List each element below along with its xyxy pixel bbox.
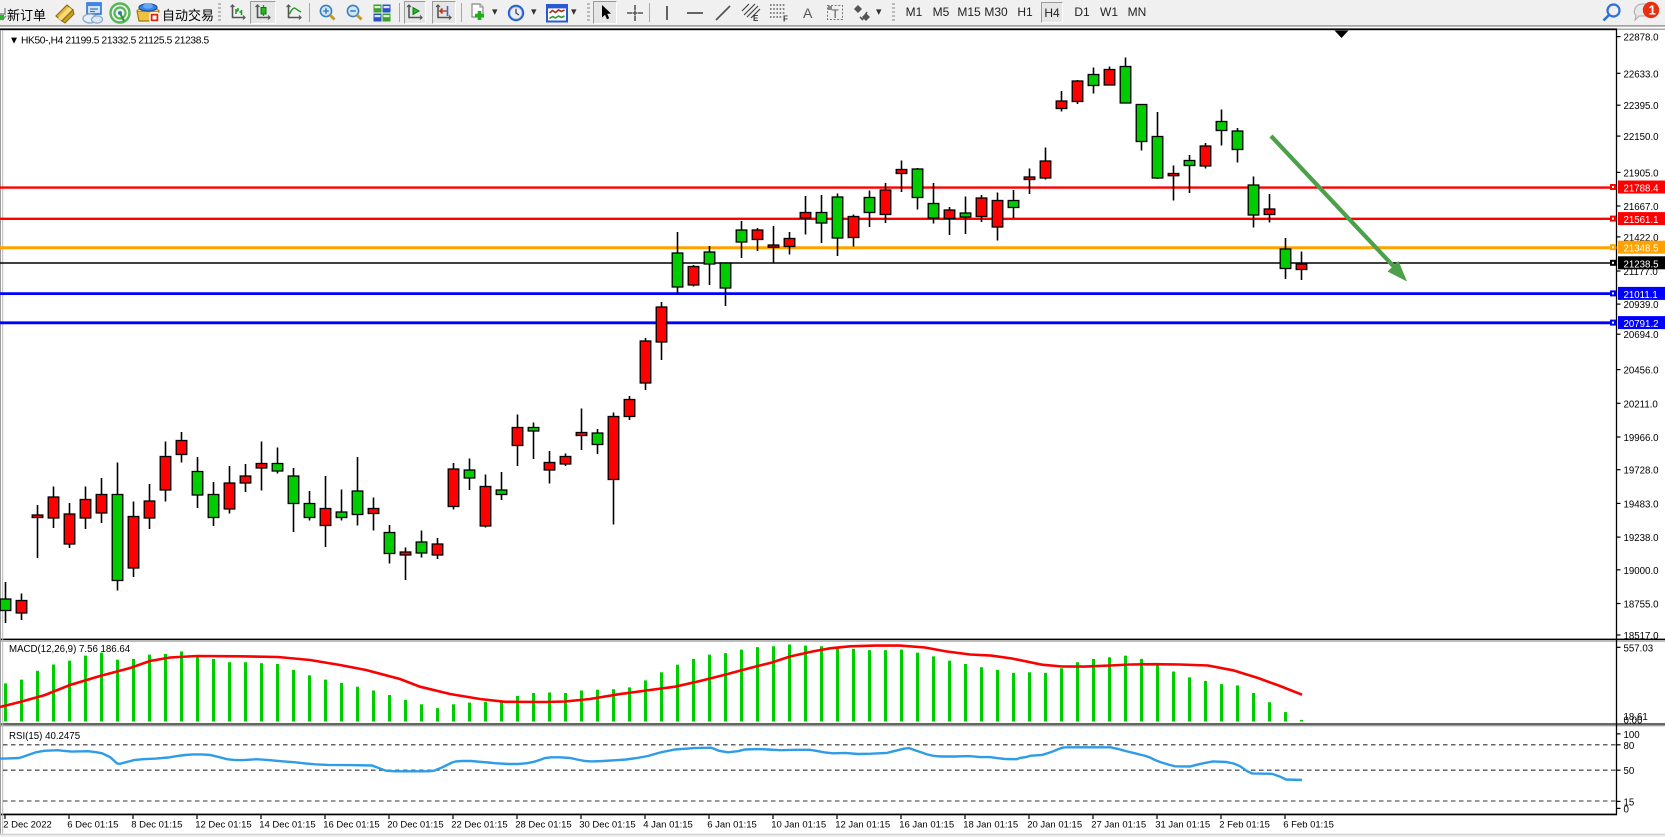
svg-text:21422.0: 21422.0 bbox=[1624, 233, 1660, 244]
svg-text:10 Jan 01:15: 10 Jan 01:15 bbox=[771, 819, 826, 830]
svg-text:22395.0: 22395.0 bbox=[1624, 101, 1660, 112]
svg-text:27 Jan 01:15: 27 Jan 01:15 bbox=[1091, 819, 1146, 830]
svg-text:1: 1 bbox=[1649, 3, 1656, 18]
svg-text:18755.0: 18755.0 bbox=[1624, 600, 1660, 611]
svg-text:6 Feb 01:15: 6 Feb 01:15 bbox=[1283, 819, 1334, 830]
svg-text:21011.1: 21011.1 bbox=[1624, 290, 1658, 301]
svg-text:19000.0: 19000.0 bbox=[1624, 566, 1660, 577]
svg-text:21788.4: 21788.4 bbox=[1624, 184, 1660, 195]
svg-text:▼: ▼ bbox=[9, 36, 19, 47]
svg-text:50: 50 bbox=[1624, 766, 1635, 777]
svg-text:0: 0 bbox=[1624, 804, 1630, 815]
svg-text:20694.0: 20694.0 bbox=[1624, 330, 1660, 341]
svg-text:F: F bbox=[783, 15, 788, 23]
svg-text:14 Dec 01:15: 14 Dec 01:15 bbox=[259, 819, 316, 830]
svg-text:16 Dec 01:15: 16 Dec 01:15 bbox=[323, 819, 380, 830]
svg-text:E: E bbox=[753, 14, 759, 22]
svg-text:2 Dec 2022: 2 Dec 2022 bbox=[3, 819, 52, 830]
svg-text:20939.0: 20939.0 bbox=[1624, 300, 1660, 311]
svg-text:100: 100 bbox=[1624, 730, 1641, 741]
svg-text:22878.0: 22878.0 bbox=[1624, 33, 1660, 44]
svg-text:20791.2: 20791.2 bbox=[1624, 319, 1659, 330]
svg-text:18 Jan 01:15: 18 Jan 01:15 bbox=[963, 819, 1018, 830]
svg-text:0.00: 0.00 bbox=[1624, 716, 1643, 727]
svg-text:HK50-,H4 21199.5 21332.5 2112: HK50-,H4 21199.5 21332.5 21125.5 21238.5 bbox=[21, 36, 210, 47]
svg-text:31 Jan 01:15: 31 Jan 01:15 bbox=[1155, 819, 1210, 830]
svg-text:20 Jan 01:15: 20 Jan 01:15 bbox=[1027, 819, 1082, 830]
svg-text:2 Feb 01:15: 2 Feb 01:15 bbox=[1219, 819, 1270, 830]
svg-text:557.03: 557.03 bbox=[1624, 643, 1654, 654]
svg-text:30 Dec 01:15: 30 Dec 01:15 bbox=[579, 819, 636, 830]
svg-text:T: T bbox=[832, 7, 840, 21]
svg-text:19483.0: 19483.0 bbox=[1624, 499, 1660, 510]
svg-text:12 Jan 01:15: 12 Jan 01:15 bbox=[835, 819, 890, 830]
svg-text:22150.0: 22150.0 bbox=[1624, 132, 1660, 143]
svg-text:RSI(15) 40.2475: RSI(15) 40.2475 bbox=[9, 731, 80, 742]
svg-text:A: A bbox=[803, 5, 813, 21]
svg-text:21667.0: 21667.0 bbox=[1624, 202, 1660, 213]
svg-text:28 Dec 01:15: 28 Dec 01:15 bbox=[515, 819, 572, 830]
svg-text:6 Dec 01:15: 6 Dec 01:15 bbox=[67, 819, 118, 830]
svg-text:18517.0: 18517.0 bbox=[1624, 631, 1660, 642]
svg-text:19966.0: 19966.0 bbox=[1624, 433, 1660, 444]
svg-text:22633.0: 22633.0 bbox=[1624, 69, 1660, 80]
svg-text:4 Jan 01:15: 4 Jan 01:15 bbox=[643, 819, 693, 830]
svg-text:20211.0: 20211.0 bbox=[1624, 399, 1659, 410]
svg-text:19238.0: 19238.0 bbox=[1624, 533, 1660, 544]
svg-text:22 Dec 01:15: 22 Dec 01:15 bbox=[451, 819, 508, 830]
svg-text:6 Jan 01:15: 6 Jan 01:15 bbox=[707, 819, 757, 830]
svg-text:MACD(12,26,9) 7.56 186.64: MACD(12,26,9) 7.56 186.64 bbox=[9, 644, 131, 655]
svg-text:16 Jan 01:15: 16 Jan 01:15 bbox=[899, 819, 954, 830]
svg-text:19728.0: 19728.0 bbox=[1624, 466, 1660, 477]
svg-text:21238.5: 21238.5 bbox=[1624, 259, 1659, 270]
svg-text:20456.0: 20456.0 bbox=[1624, 366, 1660, 377]
svg-text:21561.1: 21561.1 bbox=[1624, 215, 1659, 226]
svg-text:12 Dec 01:15: 12 Dec 01:15 bbox=[195, 819, 252, 830]
svg-text:20 Dec 01:15: 20 Dec 01:15 bbox=[387, 819, 444, 830]
svg-text:21348.5: 21348.5 bbox=[1624, 244, 1659, 255]
svg-text:80: 80 bbox=[1624, 741, 1635, 752]
svg-text:21177.0: 21177.0 bbox=[1624, 267, 1659, 278]
svg-text:8 Dec 01:15: 8 Dec 01:15 bbox=[131, 819, 182, 830]
svg-text:18.61: 18.61 bbox=[1624, 712, 1648, 723]
svg-text:21905.0: 21905.0 bbox=[1624, 168, 1660, 179]
svg-text:15: 15 bbox=[1624, 797, 1635, 808]
